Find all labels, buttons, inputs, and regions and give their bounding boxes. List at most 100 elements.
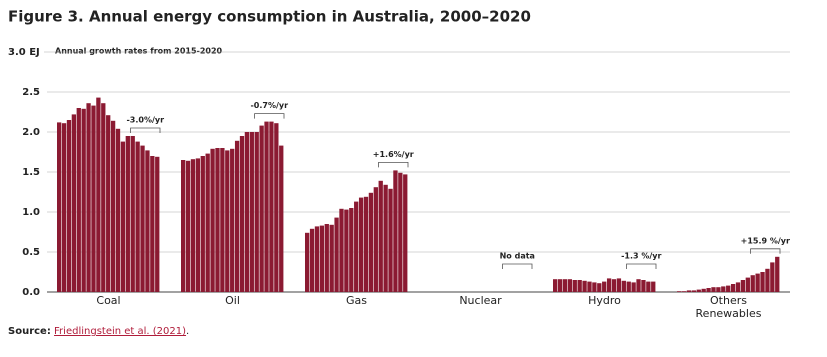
bar	[279, 145, 284, 292]
bar	[239, 136, 245, 292]
bar	[225, 150, 230, 292]
bar	[120, 141, 126, 292]
bar	[215, 148, 220, 292]
bar	[210, 148, 215, 292]
bar	[711, 287, 716, 292]
y-tick-label: 1.0	[22, 207, 40, 218]
bar	[314, 226, 320, 292]
bar	[115, 128, 121, 292]
bar	[185, 160, 191, 292]
bar	[577, 280, 582, 292]
bar	[344, 209, 349, 292]
bracket	[130, 127, 161, 133]
bar	[393, 170, 398, 292]
source: Source: Friedlingstein et al. (2021).	[8, 326, 189, 337]
bar	[553, 279, 558, 292]
bar	[770, 262, 775, 292]
bar	[190, 159, 196, 292]
bar	[701, 288, 706, 292]
bar	[230, 148, 235, 292]
bar	[611, 279, 617, 292]
category-label: Gas	[346, 294, 367, 307]
bar	[91, 105, 96, 292]
annotation: -1.3 %/yr	[621, 252, 661, 261]
category-label: Coal	[96, 294, 121, 307]
bar	[696, 289, 701, 292]
bar	[319, 225, 325, 292]
bar	[641, 280, 646, 292]
bar	[76, 108, 81, 292]
bar	[125, 136, 130, 292]
y-tick-label: 2.5	[22, 87, 40, 98]
bar	[651, 281, 656, 292]
bar	[760, 272, 765, 292]
bar	[383, 184, 388, 292]
bar	[616, 278, 622, 292]
y-tick-label: 0.5	[22, 247, 40, 258]
bar	[259, 125, 264, 292]
bar	[195, 158, 201, 292]
bar	[587, 281, 592, 292]
bar	[145, 150, 150, 292]
category-label: Oil	[225, 294, 240, 307]
bar	[686, 290, 692, 292]
bar	[249, 132, 254, 292]
source-label: Source:	[8, 326, 51, 337]
bar	[234, 140, 240, 292]
bar	[57, 122, 62, 293]
bar	[706, 288, 711, 292]
bar	[309, 228, 315, 292]
y-tick-label: 0.0	[22, 287, 40, 298]
bar	[567, 279, 573, 292]
bar	[96, 97, 101, 292]
bar	[378, 180, 383, 292]
category-label: Hydro	[588, 294, 621, 307]
bar	[181, 160, 186, 292]
annotation: -0.7%/yr	[250, 101, 288, 110]
source-link[interactable]: Friedlingstein et al. (2021)	[54, 326, 187, 337]
bar	[334, 217, 339, 292]
bar	[274, 123, 279, 292]
bar	[324, 224, 329, 292]
bar	[572, 280, 577, 292]
bar	[677, 291, 682, 292]
bar	[606, 278, 612, 292]
bar	[86, 103, 91, 292]
bar	[636, 279, 641, 292]
bar	[691, 290, 697, 292]
bar	[726, 285, 731, 292]
bar	[740, 280, 746, 292]
bar	[220, 148, 225, 292]
bar	[403, 174, 408, 292]
bracket	[502, 263, 533, 269]
bar	[358, 197, 364, 292]
annotation: -3.0%/yr	[126, 116, 164, 125]
bar	[721, 286, 726, 292]
bar	[155, 156, 160, 292]
bar	[205, 153, 210, 292]
bar	[716, 287, 721, 292]
bracket	[254, 113, 285, 119]
annotation: No data	[500, 252, 535, 261]
annotation: +15.9 %/yr	[741, 236, 790, 245]
bracket	[750, 248, 781, 254]
bar	[597, 283, 602, 292]
axis-title: Annual growth rates from 2015-2020	[55, 47, 223, 56]
bar	[329, 224, 334, 292]
bar	[264, 121, 269, 292]
y-tick-label: 1.5	[22, 167, 40, 178]
bar	[363, 196, 369, 292]
bar	[388, 188, 393, 292]
bar	[305, 232, 310, 292]
y-tick-label: 2.0	[22, 127, 40, 138]
bar	[200, 156, 205, 292]
bar	[354, 201, 359, 292]
bar	[66, 120, 72, 292]
chart-title: Figure 3. Annual energy consumption in A…	[8, 8, 531, 26]
bar	[775, 256, 780, 292]
bar	[562, 279, 568, 292]
bar	[110, 120, 116, 292]
bar	[735, 282, 741, 292]
y-tick-label: 3.0 EJ	[8, 47, 40, 58]
